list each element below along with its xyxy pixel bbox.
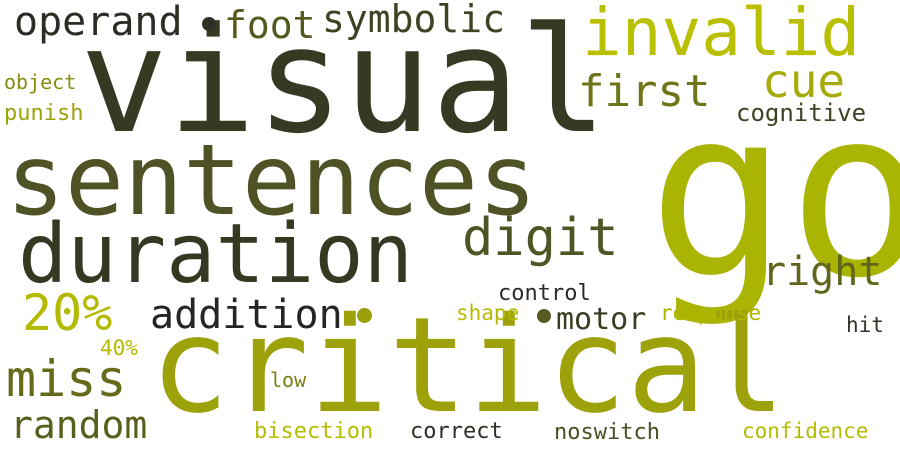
word-symbolic: symbolic xyxy=(322,0,506,41)
word-cue: cue xyxy=(762,54,846,108)
word-critical: critical xyxy=(150,289,786,443)
word-motor: motor xyxy=(556,302,647,337)
word-confidence: confidence xyxy=(742,419,869,443)
word-low: low xyxy=(270,368,307,392)
word-punish: punish xyxy=(4,101,84,126)
word-40-percent: 40% xyxy=(100,336,138,360)
word-invalid: invalid xyxy=(582,0,861,71)
word-20-percent: 20% xyxy=(22,284,113,342)
word-correct: correct xyxy=(410,419,503,444)
word-object: object xyxy=(4,70,77,94)
word-response: response xyxy=(660,301,762,325)
word-cognitive: cognitive xyxy=(736,99,867,127)
word-foot: foot xyxy=(224,3,316,47)
word-hit: hit xyxy=(846,313,884,337)
word-right: right xyxy=(762,249,883,295)
dot-mark xyxy=(202,17,216,31)
word-visual: visual xyxy=(80,0,608,166)
word-miss: miss xyxy=(6,350,127,408)
word-noswitch: noswitch xyxy=(554,420,660,445)
word-operand: operand xyxy=(14,0,183,45)
word-control: control xyxy=(498,281,591,306)
word-first: first xyxy=(578,66,711,117)
dot-mark xyxy=(537,309,551,323)
word-addition: addition xyxy=(150,292,343,338)
word-shape: shape xyxy=(456,301,520,325)
word-sentences: sentences xyxy=(6,124,538,238)
word-bisection: bisection xyxy=(254,419,374,444)
word-random: random xyxy=(10,403,148,447)
dot-mark xyxy=(357,308,372,323)
word-duration: duration xyxy=(18,207,413,302)
word-go: go xyxy=(648,59,900,329)
word-digit: digit xyxy=(462,208,619,268)
